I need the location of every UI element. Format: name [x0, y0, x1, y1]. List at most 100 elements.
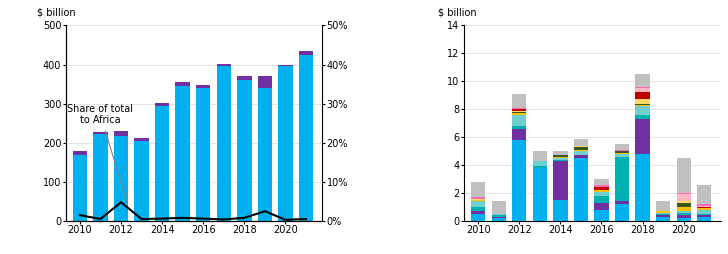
Bar	[114, 131, 128, 136]
Bar	[553, 157, 568, 158]
Bar	[237, 80, 252, 221]
Bar	[574, 150, 588, 151]
Bar	[676, 195, 691, 201]
Bar	[533, 168, 547, 221]
Bar	[636, 105, 650, 106]
Bar	[278, 67, 293, 221]
Bar	[636, 119, 650, 154]
Bar	[553, 161, 568, 200]
Bar	[594, 185, 609, 187]
Bar	[512, 94, 526, 108]
Bar	[217, 67, 231, 221]
Bar	[175, 86, 190, 221]
Bar	[594, 190, 609, 192]
Bar	[656, 214, 670, 215]
Bar	[676, 215, 691, 218]
Bar	[697, 208, 711, 210]
Bar	[594, 196, 609, 203]
Bar	[491, 201, 506, 214]
Bar	[574, 147, 588, 150]
Bar	[512, 129, 526, 140]
Bar	[135, 138, 149, 141]
Bar	[636, 100, 650, 104]
Bar	[697, 217, 711, 221]
Bar	[512, 114, 526, 115]
Bar	[196, 88, 210, 221]
Bar	[155, 103, 170, 106]
Bar	[471, 201, 486, 207]
Bar	[656, 217, 670, 221]
Bar	[512, 115, 526, 126]
Bar	[676, 193, 691, 195]
Bar	[93, 134, 108, 221]
Bar	[615, 152, 629, 154]
Bar	[175, 82, 190, 86]
Bar	[676, 211, 691, 213]
Bar	[656, 215, 670, 217]
Bar	[636, 104, 650, 105]
Bar	[471, 182, 486, 197]
Bar	[93, 132, 108, 134]
Bar	[656, 201, 670, 211]
Bar	[135, 141, 149, 221]
Text: $ billion: $ billion	[438, 8, 477, 18]
Bar	[574, 139, 588, 146]
Bar	[114, 136, 128, 221]
Bar	[615, 144, 629, 150]
Bar	[697, 210, 711, 214]
Bar	[697, 185, 711, 204]
Bar	[217, 64, 231, 67]
Text: $ billion: $ billion	[37, 8, 76, 18]
Bar	[491, 214, 506, 215]
Bar	[155, 106, 170, 221]
Bar	[196, 85, 210, 88]
Bar	[676, 218, 691, 221]
Bar	[615, 201, 629, 204]
Bar	[553, 160, 568, 161]
Bar	[512, 140, 526, 221]
Bar	[258, 76, 272, 88]
Bar	[615, 150, 629, 151]
Bar	[533, 151, 547, 161]
Bar	[553, 200, 568, 221]
Bar	[533, 161, 547, 167]
Bar	[574, 151, 588, 155]
Bar	[471, 207, 486, 211]
Bar	[676, 203, 691, 207]
Bar	[697, 204, 711, 206]
Bar	[298, 55, 313, 221]
Bar	[615, 154, 629, 157]
Bar	[636, 154, 650, 221]
Bar	[594, 179, 609, 185]
Bar	[636, 115, 650, 119]
Bar	[697, 207, 711, 208]
Bar	[471, 211, 486, 214]
Bar	[615, 204, 629, 221]
Bar	[553, 158, 568, 160]
Bar	[636, 87, 650, 88]
Bar	[656, 213, 670, 214]
Bar	[512, 126, 526, 129]
Bar	[258, 88, 272, 221]
Bar	[491, 215, 506, 217]
Bar	[491, 217, 506, 218]
Bar	[594, 192, 609, 196]
Bar	[512, 109, 526, 111]
Bar	[237, 76, 252, 80]
Bar	[676, 213, 691, 215]
Bar	[656, 211, 670, 213]
Bar	[615, 151, 629, 152]
Bar	[636, 74, 650, 87]
Bar	[512, 108, 526, 109]
Bar	[512, 112, 526, 113]
Text: Share of total
to Africa: Share of total to Africa	[68, 104, 133, 201]
Bar	[636, 106, 650, 115]
Bar	[512, 111, 526, 112]
Bar	[471, 197, 486, 199]
Bar	[636, 92, 650, 100]
Bar	[574, 158, 588, 221]
Bar	[615, 157, 629, 201]
Bar	[471, 200, 486, 201]
Bar	[574, 146, 588, 147]
Bar	[73, 155, 87, 221]
